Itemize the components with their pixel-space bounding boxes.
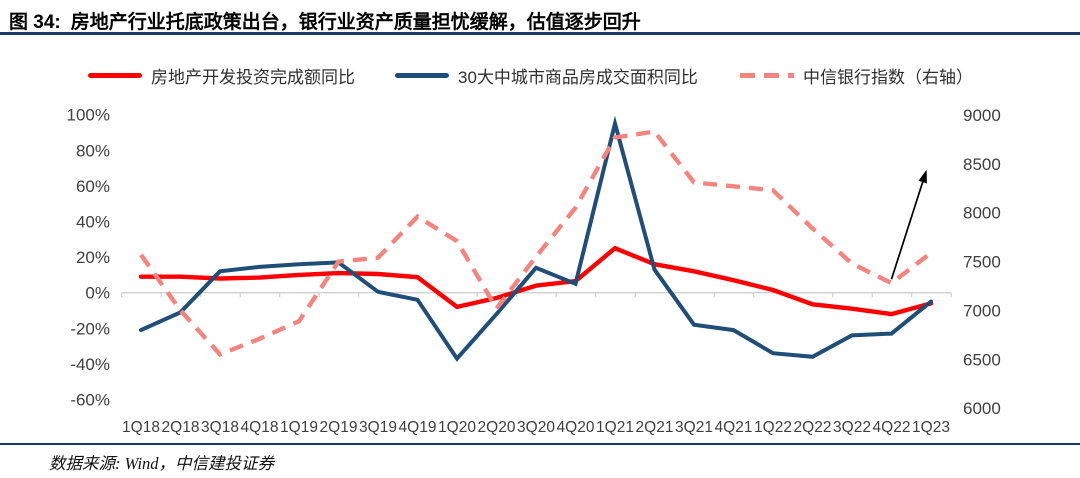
- x-axis-label: 2Q20: [478, 419, 516, 436]
- right-axis-tick-label: 6500: [963, 350, 1001, 369]
- x-axis-label: 2Q18: [162, 419, 200, 436]
- left-axis-tick-label: 40%: [76, 213, 110, 232]
- title-divider: [0, 32, 1080, 35]
- footer-divider: [0, 443, 1080, 445]
- legend-item-3: 中信银行指数（右轴）: [740, 62, 973, 88]
- x-axis-label: 3Q22: [833, 419, 871, 436]
- x-axis-label: 1Q22: [754, 419, 792, 436]
- x-axis-label: 1Q23: [912, 419, 950, 436]
- right-axis-tick-label: 8500: [963, 155, 1001, 174]
- left-axis-tick-label: -60%: [70, 391, 110, 410]
- x-axis-label: 1Q18: [122, 419, 160, 436]
- x-axis-label: 4Q19: [399, 419, 437, 436]
- x-axis-label: 3Q21: [675, 419, 713, 436]
- x-axis-label: 3Q20: [517, 419, 555, 436]
- legend-item-1: 房地产开发投资完成额同比: [88, 62, 355, 88]
- x-axis-label: 2Q19: [320, 419, 358, 436]
- right-axis-tick-label: 9000: [963, 106, 1001, 125]
- source-note: 数据来源: Wind，中信建投证券: [49, 454, 275, 473]
- solid-line-swatch: [88, 72, 142, 78]
- series-line-1: [138, 245, 934, 317]
- left-axis-tick-label: 20%: [76, 248, 110, 267]
- legend-label: 30大中城市商品房成交面积同比: [458, 67, 698, 87]
- left-axis-tick-label: 60%: [76, 177, 110, 196]
- x-axis-label: 4Q22: [873, 419, 911, 436]
- right-axis-tick-label: 7000: [963, 301, 1001, 320]
- left-axis-tick-label: -20%: [70, 319, 110, 338]
- left-axis-tick-label: 100%: [67, 106, 110, 125]
- figure-title-text: 房地产行业托底政策出台，银行业资产质量担忧缓解，估值逐步回升: [70, 12, 641, 33]
- x-axis-label: 3Q18: [201, 419, 239, 436]
- legend-label: 中信银行指数（右轴）: [803, 67, 973, 87]
- series-line-3: [139, 129, 933, 358]
- legend-label: 房地产开发投资完成额同比: [151, 67, 355, 87]
- x-axis-label: 3Q19: [359, 419, 397, 436]
- x-axis-label: 1Q21: [596, 419, 634, 436]
- right-axis-tick-label: 7500: [963, 253, 1001, 272]
- series-line-2: [139, 115, 933, 362]
- x-axis-label: 1Q20: [438, 419, 476, 436]
- x-axis-label: 2Q22: [794, 419, 832, 436]
- dashed-line-swatch: [740, 72, 794, 78]
- x-axis-label: 1Q19: [280, 419, 318, 436]
- figure-title: 图 34: 房地产行业托底政策出台，银行业资产质量担忧缓解，估值逐步回升: [9, 7, 641, 34]
- x-axis-label: 4Q18: [241, 419, 279, 436]
- left-axis-tick-label: 0%: [85, 284, 110, 303]
- chart-legend: 房地产开发投资完成额同比 30大中城市商品房成交面积同比 中信银行指数（右轴）: [0, 62, 1080, 88]
- legend-item-2: 30大中城市商品房成交面积同比: [395, 62, 698, 88]
- x-axis-label: 4Q20: [557, 419, 595, 436]
- solid-line-swatch: [395, 72, 449, 78]
- left-axis-tick-label: -40%: [70, 355, 110, 374]
- figure-number: 图 34:: [9, 12, 61, 33]
- left-axis-tick-label: 80%: [76, 141, 110, 160]
- rising-arrow-annotation: [890, 169, 927, 280]
- right-axis-tick-label: 6000: [963, 399, 1001, 418]
- right-axis-tick-label: 8000: [963, 204, 1001, 223]
- x-axis-label: 4Q21: [715, 419, 753, 436]
- x-axis-label: 2Q21: [636, 419, 674, 436]
